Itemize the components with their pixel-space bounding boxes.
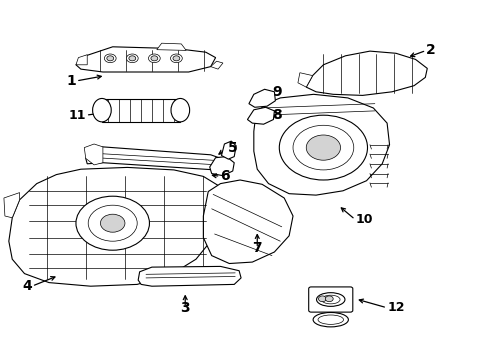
Circle shape <box>325 296 333 302</box>
Text: 4: 4 <box>22 279 32 293</box>
Ellipse shape <box>317 293 345 306</box>
Text: 3: 3 <box>180 301 190 315</box>
Circle shape <box>76 196 149 250</box>
Text: 9: 9 <box>272 85 282 99</box>
Circle shape <box>126 54 138 63</box>
Text: 11: 11 <box>68 109 86 122</box>
Circle shape <box>306 135 341 160</box>
Polygon shape <box>138 266 241 286</box>
Ellipse shape <box>93 99 111 122</box>
Polygon shape <box>211 61 223 69</box>
Polygon shape <box>210 157 234 176</box>
Polygon shape <box>221 141 236 159</box>
Polygon shape <box>76 55 87 65</box>
Polygon shape <box>9 167 220 286</box>
Polygon shape <box>84 144 103 165</box>
FancyBboxPatch shape <box>309 287 353 312</box>
Polygon shape <box>298 73 313 87</box>
Polygon shape <box>249 89 275 107</box>
Polygon shape <box>4 193 20 218</box>
Polygon shape <box>247 107 274 124</box>
Circle shape <box>100 214 125 232</box>
Text: 7: 7 <box>252 242 262 255</box>
Polygon shape <box>203 180 293 264</box>
Circle shape <box>279 115 368 180</box>
Circle shape <box>107 56 114 61</box>
Ellipse shape <box>313 312 348 327</box>
Circle shape <box>171 54 182 63</box>
Text: 2: 2 <box>426 44 436 57</box>
Circle shape <box>173 56 180 61</box>
Text: 12: 12 <box>387 301 405 314</box>
Circle shape <box>88 205 137 241</box>
Polygon shape <box>254 94 390 195</box>
Polygon shape <box>157 43 186 50</box>
Circle shape <box>151 56 158 61</box>
Text: 5: 5 <box>228 141 238 154</box>
Circle shape <box>318 296 326 302</box>
Circle shape <box>148 54 160 63</box>
Polygon shape <box>76 47 216 72</box>
Circle shape <box>293 125 354 170</box>
Ellipse shape <box>318 315 343 324</box>
Circle shape <box>129 56 136 61</box>
Ellipse shape <box>171 99 190 122</box>
Text: 8: 8 <box>272 108 282 122</box>
Text: 1: 1 <box>66 74 76 88</box>
Text: 6: 6 <box>220 170 230 183</box>
Polygon shape <box>306 51 427 95</box>
Polygon shape <box>86 147 225 170</box>
Text: 10: 10 <box>355 213 373 226</box>
Circle shape <box>104 54 116 63</box>
Ellipse shape <box>321 295 340 304</box>
